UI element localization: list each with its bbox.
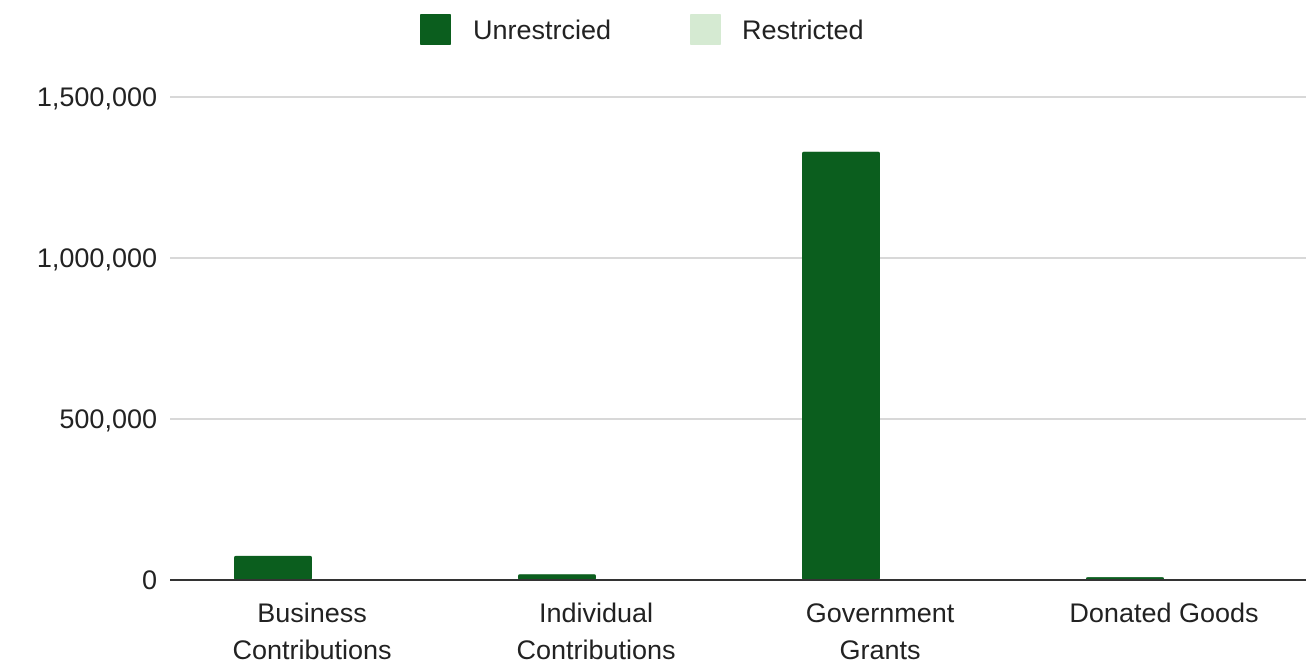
x-category-label: Individual — [539, 598, 653, 628]
x-category-label: Donated Goods — [1069, 598, 1258, 628]
bar-unrestricted — [234, 555, 312, 580]
x-category-label: Grants — [839, 635, 920, 664]
chart-legend: Unrestrcied Restricted — [420, 14, 864, 45]
x-category-label: Government — [806, 598, 955, 628]
y-tick-label: 1,500,000 — [37, 82, 157, 112]
y-tick-label: 1,000,000 — [37, 243, 157, 273]
bars — [234, 151, 1164, 581]
x-category-label: Contributions — [516, 635, 675, 664]
bar-unrestricted — [518, 574, 596, 580]
y-axis-tick-labels: 0 500,000 1,000,000 1,500,000 — [37, 82, 157, 595]
bar-unrestricted — [802, 151, 880, 581]
legend-label: Unrestrcied — [473, 15, 611, 45]
x-category-label: Contributions — [232, 635, 391, 664]
legend-swatch-unrestricted — [420, 14, 451, 45]
x-category-label: Business — [257, 598, 367, 628]
legend-label: Restricted — [742, 15, 864, 45]
legend-swatch-restricted — [690, 14, 721, 45]
y-tick-label: 500,000 — [59, 404, 157, 434]
y-gridlines — [170, 96, 1306, 420]
y-tick-label: 0 — [142, 565, 157, 595]
x-axis-category-labels: Business Contributions Individual Contribut… — [232, 598, 1258, 664]
